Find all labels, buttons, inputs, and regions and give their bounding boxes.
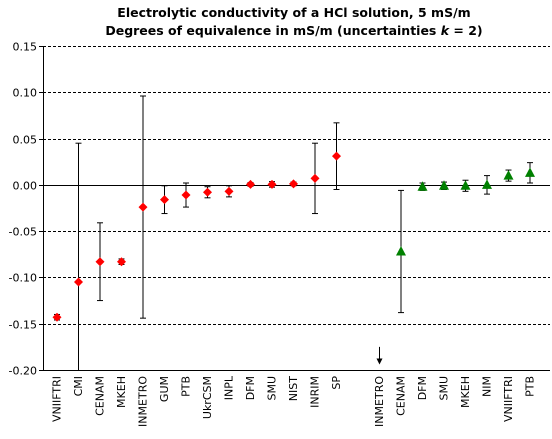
triangle-marker <box>396 246 406 256</box>
x-category-label: CENAM <box>94 376 107 416</box>
diamond-marker <box>74 277 83 287</box>
triangle-marker <box>525 167 535 177</box>
diamond-marker <box>117 257 126 267</box>
x-category-label: MKEH <box>115 376 128 408</box>
y-tick-label: -0.15 <box>9 319 37 332</box>
x-category-label: VNIIFTRI <box>51 376 64 422</box>
diamond-marker <box>332 151 341 161</box>
x-category-label: DFM <box>416 376 429 400</box>
grid-lines <box>43 46 550 325</box>
diamond-marker <box>310 173 320 183</box>
x-category-label: MKEH <box>459 376 472 408</box>
error-bars <box>54 95 533 370</box>
chart-title-line2-suffix: = 2) <box>449 23 483 38</box>
y-tick-label: -0.10 <box>9 272 37 285</box>
x-category-label: SP <box>330 376 343 390</box>
x-category-label: VNIIFTRI <box>502 376 515 422</box>
y-tick-labels: 0.15 0.10 0.05 0.00 -0.05 -0.10 -0.15 -0.20 <box>9 41 37 378</box>
triangle-marker <box>417 181 428 191</box>
diamond-marker <box>289 179 298 189</box>
x-category-label: INPL <box>223 375 236 400</box>
diamond-marker <box>203 187 212 197</box>
data-markers <box>52 151 535 322</box>
chart-title-line1: Electrolytic conductivity of a HCl solut… <box>117 5 470 20</box>
x-category-label: INMETRO <box>137 376 150 427</box>
y-tick-label: 0.15 <box>13 41 38 54</box>
y-tick-label: -0.05 <box>9 226 37 239</box>
diamond-marker <box>160 195 169 205</box>
y-tick-label: 0.10 <box>13 87 38 100</box>
triangle-marker <box>460 180 471 190</box>
x-category-labels: VNIIFTRI CMI CENAM MKEH INMETRO GUM PTB UkrCSM I… <box>51 375 537 427</box>
y-tick-label: -0.20 <box>9 365 37 378</box>
diamond-marker <box>52 312 62 322</box>
chart-title-k-symbol: k <box>441 23 450 38</box>
x-category-label: DFM <box>244 376 257 400</box>
diamond-marker <box>267 179 277 189</box>
x-category-label: SMU <box>438 376 451 401</box>
x-category-label: INRIM <box>309 376 322 408</box>
annotations <box>376 346 383 365</box>
x-category-label: PTB <box>180 376 193 397</box>
x-category-label: SMU <box>266 376 279 401</box>
diamond-marker <box>181 190 191 200</box>
y-tick-label: 0.00 <box>13 180 38 193</box>
axes <box>39 46 550 371</box>
down-arrow-head <box>376 358 383 365</box>
x-category-label: CMI <box>72 376 85 396</box>
diamond-marker <box>138 202 148 212</box>
x-category-label: NIST <box>287 376 300 401</box>
x-category-label: PTB <box>524 376 537 397</box>
chart-title-line2: Degrees of equivalence in mS/m (uncertai… <box>105 23 482 38</box>
triangle-marker <box>482 179 492 189</box>
diamond-marker <box>224 186 234 196</box>
diamond-marker <box>246 179 255 189</box>
triangle-marker <box>439 180 449 190</box>
x-category-label: INMETRO <box>373 376 386 427</box>
triangle-marker <box>503 170 514 180</box>
diamond-marker <box>95 257 105 267</box>
x-category-label: NIM <box>481 376 494 397</box>
chart-title-line2-prefix: Degrees of equivalence in mS/m (uncertai… <box>105 23 440 38</box>
x-category-label: UkrCSM <box>201 376 214 419</box>
x-category-label: CENAM <box>395 376 408 416</box>
y-tick-label: 0.05 <box>13 134 38 147</box>
x-category-label: GUM <box>158 376 171 402</box>
